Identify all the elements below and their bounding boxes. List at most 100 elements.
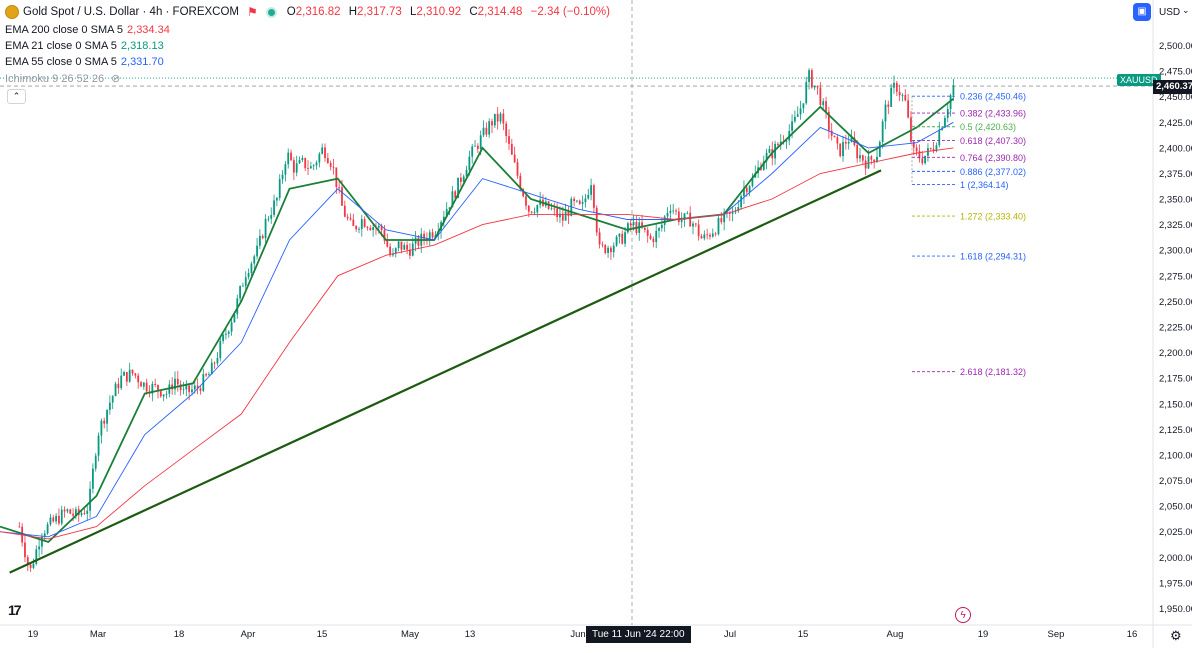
change-value: −2.34 (−0.10%) [530,6,610,18]
candle-body [230,322,233,332]
symbol-title[interactable]: Gold Spot / U.S. Dollar · 4h · FOREXCOM [23,6,240,18]
chevron-down-icon[interactable]: ⌄ [1182,5,1190,15]
candle-body [938,129,941,146]
candle-body [904,95,907,101]
candle-body [610,247,612,253]
candle-body [428,232,431,241]
candle-body [686,212,689,214]
gold-symbol-icon [5,5,19,19]
candle-body [72,513,74,516]
candle-body [604,245,607,253]
candle-body [929,148,932,149]
candle-body [576,200,578,202]
candle-body [493,113,496,126]
candle-body [632,222,635,226]
candle-body [652,238,655,243]
candle-body [643,227,646,230]
collapse-legend-button[interactable]: ⌃ [7,89,26,104]
candle-body [281,174,284,180]
candle-body [587,194,590,199]
x-tick-label: 18 [174,629,185,640]
candle-body [380,225,383,231]
x-tick-label: Jun [570,629,585,640]
candle-body [666,212,669,217]
candle-body [553,208,556,210]
candle-body [516,162,519,176]
candle-body [624,232,626,244]
candle-body [717,218,720,235]
candle-body [513,154,516,163]
indicator-ema55[interactable]: EMA 55 close 0 SMA 5 2,331.70 [5,56,164,68]
candle-body [791,121,793,131]
y-tick-label: 2,200.00 [1159,348,1192,359]
candle-body [352,219,355,226]
candle-body [273,200,275,215]
y-tick-label: 2,350.00 [1159,195,1192,206]
candle-body [199,388,202,391]
candle-body [508,136,510,144]
candle-body [743,187,745,197]
candle-body [570,198,573,216]
lightning-icon[interactable]: ϟ [955,607,971,623]
candle-body [304,158,307,169]
y-tick-label: 2,100.00 [1159,450,1192,461]
y-tick-label: 2,450.00 [1159,92,1192,103]
indicator-ichimoku[interactable]: Ichimoku 9 26 52 26 ⊘ [5,73,121,85]
candle-body [267,218,270,220]
candle-body [748,186,751,193]
candle-body [853,137,856,145]
candle-body [581,202,584,204]
candle-body [253,256,256,264]
candle-body [893,82,895,88]
candle-body [830,130,833,136]
x-tick-label: 13 [465,629,476,640]
currency-label[interactable]: USD [1159,7,1181,18]
crosshair-time-badge: Tue 11 Jun '24 22:00 [586,626,691,643]
candle-body [349,218,352,220]
candle-body [697,224,700,237]
candle-body [779,141,782,146]
candle-body [864,160,867,169]
candle-body [550,208,553,210]
candle-body [355,225,358,230]
candle-body [876,156,878,162]
candle-body [658,228,660,231]
candle-body [839,143,842,157]
candle-body [151,383,154,394]
currency-icon[interactable]: ▣ [1133,3,1151,21]
candle-body [329,163,332,167]
tradingview-logo-icon[interactable]: 17 [8,602,22,618]
candle-body [120,375,123,389]
candle-body [578,200,581,204]
fib-level-label: 0.764 (2,390.80) [960,153,1026,163]
candle-body [52,517,55,522]
indicator-ema21[interactable]: EMA 21 close 0 SMA 5 2,318.13 [5,40,164,52]
candle-body [94,455,97,469]
candle-body [694,223,697,225]
candle-body [530,211,533,213]
x-tick-label: Apr [241,629,256,640]
candle-body [417,237,420,246]
candle-body [598,232,601,245]
candle-body [123,372,125,376]
candle-body [360,219,363,229]
candle-body [918,151,921,159]
candle-body [952,85,955,96]
candle-body [188,385,191,393]
candle-body [394,248,397,254]
candle-body [423,233,425,239]
candle-body [884,104,887,122]
hidden-eye-icon[interactable]: ⊘ [111,73,121,85]
candle-body [723,212,726,223]
flag-icon[interactable]: ⚑ [247,5,258,19]
candle-body [870,156,873,160]
candle-body [208,374,210,376]
candle-body [527,205,530,212]
indicator-ema200[interactable]: EMA 200 close 0 SMA 5 2,334.34 [5,24,170,36]
candle-body [131,369,134,374]
candle-body [75,509,77,516]
gear-icon[interactable]: ⚙ [1170,628,1182,643]
candle-body [536,205,539,213]
